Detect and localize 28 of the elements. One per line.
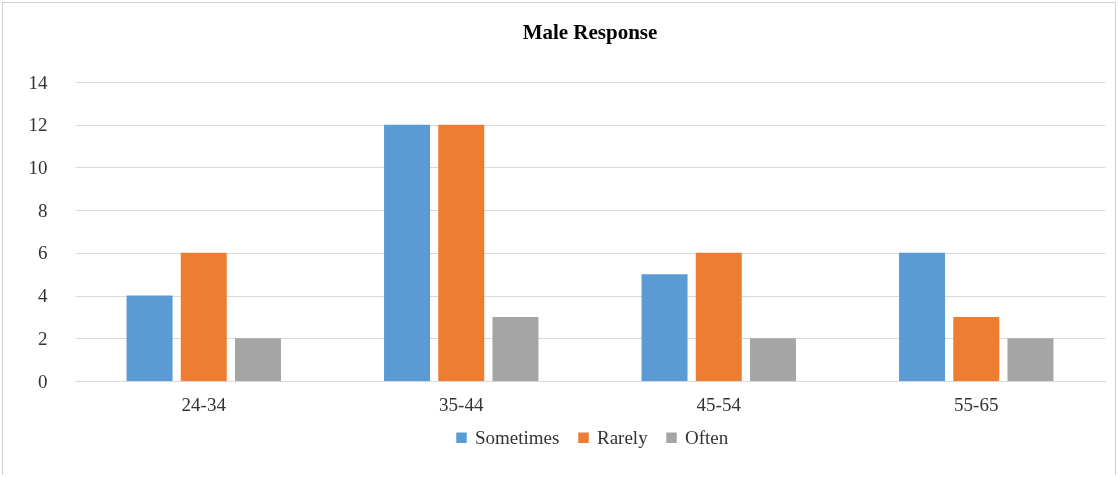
bar: [953, 316, 1000, 381]
y-tick-label: 14: [28, 71, 48, 93]
legend-label: Sometimes: [475, 426, 560, 448]
bar: [384, 124, 431, 381]
x-tick-label: 35-44: [439, 393, 484, 415]
bar: [126, 295, 173, 381]
x-tick-label: 45-54: [696, 393, 742, 415]
y-tick-label: 0: [38, 370, 48, 392]
y-tick-label: 8: [38, 199, 48, 221]
bar: [438, 124, 485, 381]
bar: [695, 252, 742, 381]
bar: [1007, 338, 1054, 381]
x-tick-label: 55-65: [954, 393, 999, 415]
y-tick-label: 10: [28, 156, 48, 178]
x-tick-label: 24-34: [181, 393, 227, 415]
bar: [180, 252, 227, 381]
bar: [641, 274, 688, 381]
y-tick-label: 6: [38, 242, 48, 264]
y-tick-label: 2: [38, 327, 48, 349]
y-tick-label: 4: [38, 285, 48, 307]
bar: [899, 252, 946, 381]
legend-label: Often: [685, 426, 729, 448]
chart-title: Male Response: [522, 20, 658, 44]
bar: [749, 338, 796, 381]
bar: [234, 338, 281, 381]
bar: [492, 316, 539, 381]
legend-label: Rarely: [597, 426, 649, 448]
y-tick-label: 12: [28, 114, 48, 136]
